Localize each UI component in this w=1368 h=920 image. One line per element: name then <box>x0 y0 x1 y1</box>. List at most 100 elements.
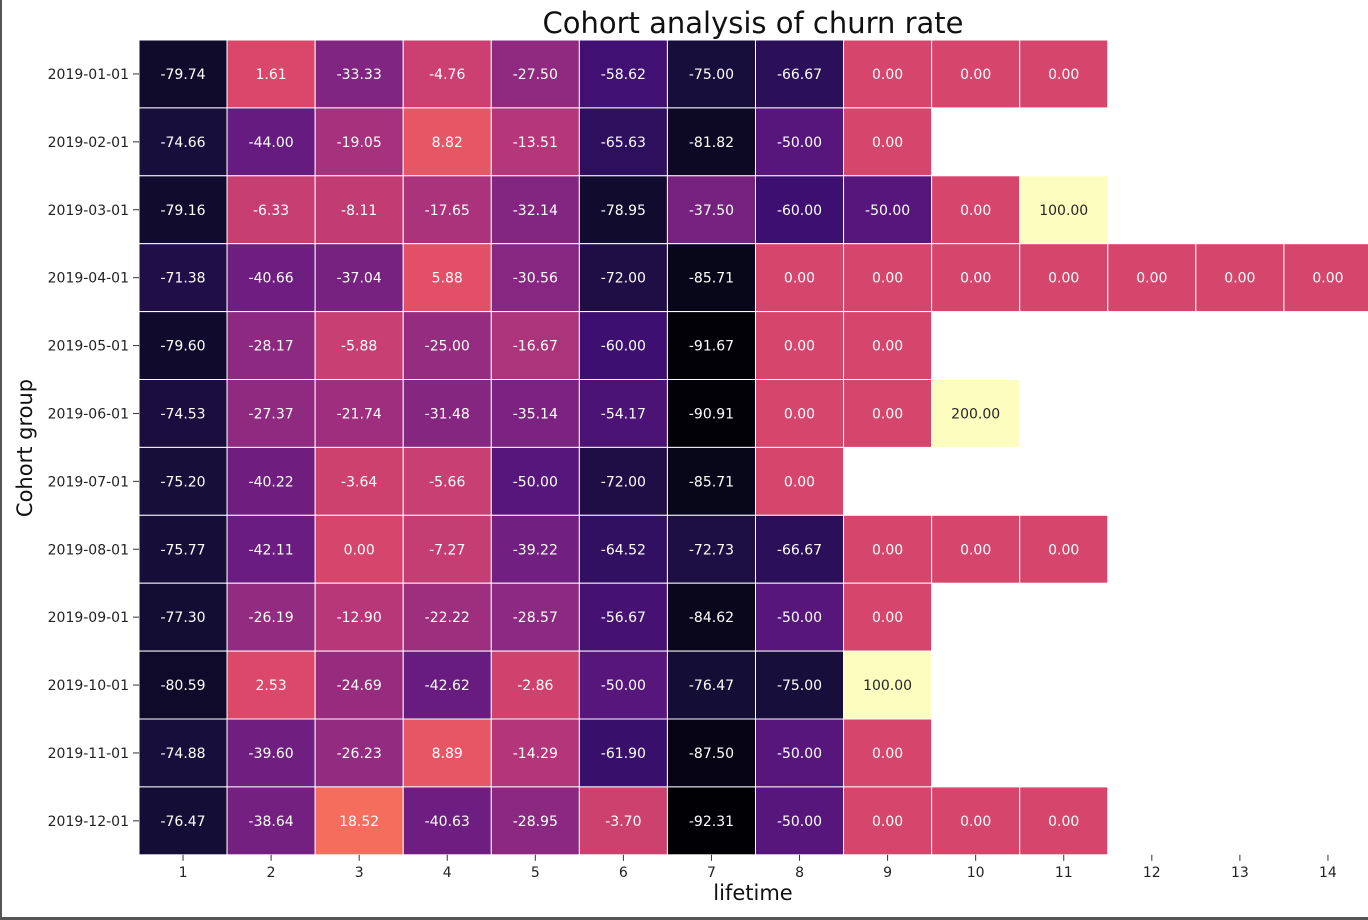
heatmap-cell <box>138 107 228 177</box>
heatmap-cell <box>138 311 228 381</box>
heatmap-cell <box>226 107 316 177</box>
cell-value-label: 0.00 <box>872 339 903 355</box>
heatmap-cell <box>931 514 1021 584</box>
cell-value-label: -71.38 <box>160 271 205 287</box>
heatmap-cell <box>578 243 668 313</box>
heatmap-cell <box>226 650 316 720</box>
heatmap-cell <box>226 39 316 109</box>
heatmap-cell <box>843 786 933 856</box>
cell-value-label: -42.62 <box>425 678 470 694</box>
cell-value-label: -92.31 <box>689 814 734 830</box>
cell-value-label: -3.70 <box>605 814 641 830</box>
cell-value-label: -40.66 <box>249 271 294 287</box>
cell-value-label: -37.50 <box>689 203 734 219</box>
heatmap-cell <box>226 582 316 652</box>
x-tick-label: 14 <box>1319 865 1337 881</box>
x-tick-label: 5 <box>531 865 540 881</box>
heatmap-cell <box>138 650 228 720</box>
cell-value-label: -19.05 <box>337 135 382 151</box>
heatmap-cell <box>754 107 845 177</box>
cell-value-label: 0.00 <box>784 474 815 490</box>
heatmap-cell <box>138 379 228 448</box>
y-tick-label: 2019-03-01 <box>48 203 129 219</box>
cell-value-label: 0.00 <box>872 271 903 287</box>
cell-value-label: -61.90 <box>601 746 646 762</box>
cell-value-label: -75.00 <box>689 67 734 83</box>
heatmap-cell <box>666 379 756 448</box>
cell-value-label: -35.14 <box>513 406 558 422</box>
cell-value-label: -30.56 <box>513 271 558 287</box>
cell-value-label: 8.89 <box>432 746 463 762</box>
heatmap-cell <box>490 379 580 448</box>
cell-value-label: -22.22 <box>425 610 470 626</box>
cell-value-label: 0.00 <box>1048 271 1079 287</box>
cell-value-label: -4.76 <box>429 67 465 83</box>
cell-value-label: 0.00 <box>784 339 815 355</box>
y-axis-ticks: 2019-01-01 2019-02-01 2019-03-01 2019-04-01… <box>48 67 139 830</box>
cell-value-label: 18.52 <box>339 814 379 830</box>
cell-value-label: 0.00 <box>872 746 903 762</box>
heatmap-cell <box>931 243 1021 313</box>
cell-value-label: 0.00 <box>872 610 903 626</box>
heatmap-cell <box>578 786 668 856</box>
heatmap-cell <box>843 582 933 652</box>
cell-value-label: -79.74 <box>160 67 205 83</box>
cell-value-label: 100.00 <box>1039 203 1088 219</box>
cell-value-label: 0.00 <box>1136 271 1167 287</box>
cell-value-label: -38.64 <box>249 814 294 830</box>
cell-value-label: 0.00 <box>872 406 903 422</box>
cell-value-label: 0.00 <box>1048 542 1079 558</box>
heatmap-cell <box>490 107 580 177</box>
x-tick-label: 3 <box>355 865 364 881</box>
cell-value-label: -75.00 <box>777 678 822 694</box>
cell-value-label: -66.67 <box>777 542 822 558</box>
heatmap-cell <box>402 243 492 313</box>
cell-value-label: -60.00 <box>777 203 822 219</box>
heatmap-cell <box>226 786 316 856</box>
heatmap-cell <box>402 786 492 856</box>
heatmap-cell <box>314 446 404 516</box>
heatmap-cell <box>226 514 316 584</box>
cell-value-label: -24.69 <box>337 678 382 694</box>
cell-value-label: -65.63 <box>601 135 646 151</box>
cell-value-label: -72.00 <box>601 271 646 287</box>
x-tick-label: 13 <box>1231 865 1249 881</box>
cell-value-label: -87.50 <box>689 746 734 762</box>
x-tick-label: 11 <box>1055 865 1073 881</box>
heatmap-cell <box>314 39 404 109</box>
cell-value-label: -27.50 <box>513 67 558 83</box>
heatmap-cell <box>314 514 404 584</box>
heatmap-cell <box>754 175 845 245</box>
heatmap-cell <box>843 243 933 313</box>
heatmap-cell <box>1019 175 1109 245</box>
cell-value-label: -74.66 <box>160 135 205 151</box>
cell-value-label: -85.71 <box>689 474 734 490</box>
cell-value-label: -84.62 <box>689 610 734 626</box>
cell-value-label: 0.00 <box>784 406 815 422</box>
cell-value-label: -16.67 <box>513 339 558 355</box>
cell-value-label: -39.60 <box>249 746 294 762</box>
heatmap-cell <box>931 39 1021 109</box>
heatmap-cell <box>578 107 668 177</box>
heatmap-cell <box>490 514 580 584</box>
y-axis-label: Cohort group <box>13 379 37 517</box>
y-tick-label: 2019-11-01 <box>48 746 129 762</box>
heatmap-cell <box>754 39 845 109</box>
cell-value-label: -25.00 <box>425 339 470 355</box>
heatmap-cell <box>402 39 492 109</box>
heatmap-cell <box>1107 243 1197 313</box>
heatmap-cell <box>931 379 1021 448</box>
heatmap-cell <box>138 175 228 245</box>
heatmap-cells: -79.74 1.61 -33.33 -4.76 -27.50 -58.62 -75.00 -… <box>138 39 1368 856</box>
cell-value-label: -50.00 <box>777 746 822 762</box>
y-tick-label: 2019-12-01 <box>48 814 129 830</box>
y-tick-label: 2019-10-01 <box>48 678 129 694</box>
heatmap-cell <box>226 175 316 245</box>
heatmap-cell <box>1019 514 1109 584</box>
cell-value-label: -7.27 <box>429 542 465 558</box>
heatmap-cell <box>402 311 492 381</box>
y-tick-label: 2019-06-01 <box>48 406 129 422</box>
y-tick-label: 2019-09-01 <box>48 610 129 626</box>
heatmap-cell <box>843 718 933 788</box>
x-tick-label: 4 <box>443 865 452 881</box>
